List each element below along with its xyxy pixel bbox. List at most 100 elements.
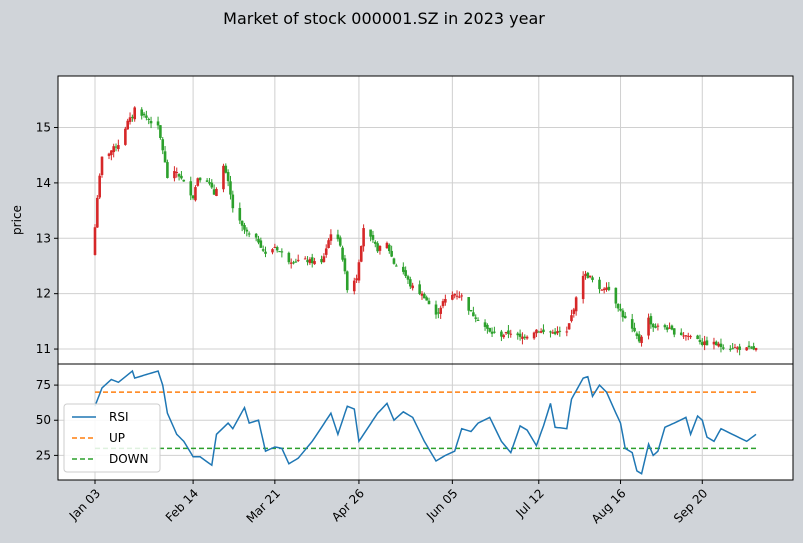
rsi-y-tick-label: 50	[36, 413, 51, 427]
candle-body	[467, 297, 471, 311]
candle-body	[684, 335, 688, 337]
candle-body	[224, 165, 228, 173]
candle-body	[345, 271, 349, 291]
candle-body	[124, 128, 127, 145]
candle-body	[352, 280, 356, 292]
candle-body	[509, 333, 513, 335]
candle-body	[385, 242, 389, 249]
candle-body	[373, 241, 377, 244]
candle-body	[306, 260, 309, 263]
candle-body	[500, 331, 503, 337]
candle-body	[668, 327, 671, 329]
candle-body	[261, 249, 265, 251]
candle-body	[745, 347, 748, 351]
rsi-y-axis-ticks: 25 50 75	[36, 378, 58, 462]
candle-body	[289, 262, 293, 264]
x-tick-label: Feb 14	[163, 486, 201, 524]
candle-body	[679, 332, 683, 336]
candle-body	[551, 332, 555, 334]
candle-body	[411, 285, 414, 289]
candle-body	[149, 121, 153, 124]
legend-label-down: DOWN	[109, 452, 149, 466]
candle-body	[159, 125, 162, 138]
price-y-axis-label: price	[10, 205, 24, 235]
candle-body	[486, 324, 489, 329]
candle-body	[686, 335, 690, 337]
candle-body	[521, 336, 524, 339]
candle-body	[215, 188, 218, 196]
candle-body	[100, 156, 104, 175]
candle-body	[117, 145, 120, 150]
candle-body	[635, 333, 639, 336]
price-y-axis-ticks: 11 12 13 14 15	[36, 121, 58, 356]
x-tick-label: Jul 12	[513, 486, 547, 520]
candle-body	[425, 297, 428, 301]
candle-body	[518, 333, 522, 337]
candle-body	[142, 113, 146, 116]
candle-body	[703, 341, 706, 346]
candle-body	[196, 178, 200, 186]
candle-body	[212, 189, 216, 195]
legend-label-rsi: RSI	[109, 410, 129, 424]
legend-box	[63, 403, 161, 473]
candle-body	[243, 225, 246, 230]
candle-body	[222, 165, 225, 190]
candle-body	[614, 287, 618, 304]
rsi-plot-area	[58, 364, 793, 480]
candle-body	[651, 324, 655, 328]
candle-body	[731, 348, 734, 350]
candle-body	[355, 278, 358, 281]
rsi-series-lines	[94, 369, 757, 475]
candle-body	[584, 273, 587, 277]
candle-body	[532, 332, 536, 339]
candle-body	[640, 336, 643, 344]
candle-body	[733, 347, 737, 349]
candle-body	[296, 259, 300, 261]
candle-body	[600, 289, 604, 291]
candle-body	[387, 244, 391, 252]
candle-body	[194, 187, 197, 201]
candle-body	[257, 238, 260, 243]
chart-legend: RSI UP DOWN	[63, 403, 161, 473]
candle-body	[107, 153, 111, 156]
candle-body	[588, 275, 592, 278]
candle-body	[294, 261, 298, 263]
candle-body	[336, 234, 340, 240]
candle-body	[163, 151, 167, 163]
price-plot-area	[58, 76, 793, 364]
candle-body	[427, 300, 431, 305]
x-tick-label: Jan 03	[66, 486, 103, 523]
candle-body	[341, 247, 344, 260]
candle-body	[343, 258, 347, 272]
candle-body	[145, 115, 148, 118]
rsi-panel-frame	[57, 363, 794, 481]
candle-body	[229, 181, 232, 195]
candle-body	[313, 261, 316, 265]
candle-body	[131, 116, 134, 118]
candle-body	[439, 307, 442, 314]
candle-body	[581, 275, 585, 300]
candle-body	[112, 146, 115, 153]
candle-body	[483, 322, 487, 327]
candle-body	[539, 331, 543, 333]
candle-body	[147, 118, 151, 121]
candle-body	[423, 294, 426, 299]
candle-body	[166, 162, 169, 178]
candle-body	[490, 331, 494, 334]
candle-body	[310, 257, 314, 264]
candle-body	[210, 182, 214, 188]
candle-body	[570, 315, 573, 322]
candle-body	[453, 293, 456, 296]
candle-body	[110, 150, 113, 156]
candle-body	[633, 327, 636, 332]
x-axis-ticks: Jan 03 Feb 14 Mar 21 Apr 26 Jun 05 Jul 12 Aug …	[66, 480, 710, 526]
candle-body	[472, 312, 475, 317]
candle-body	[558, 330, 562, 332]
candle-body	[406, 276, 410, 280]
x-tick-label: Jun 05	[423, 486, 460, 523]
candle-body	[469, 310, 473, 312]
candle-body	[738, 346, 741, 350]
candle-body	[226, 172, 230, 182]
candle-body	[409, 279, 412, 287]
